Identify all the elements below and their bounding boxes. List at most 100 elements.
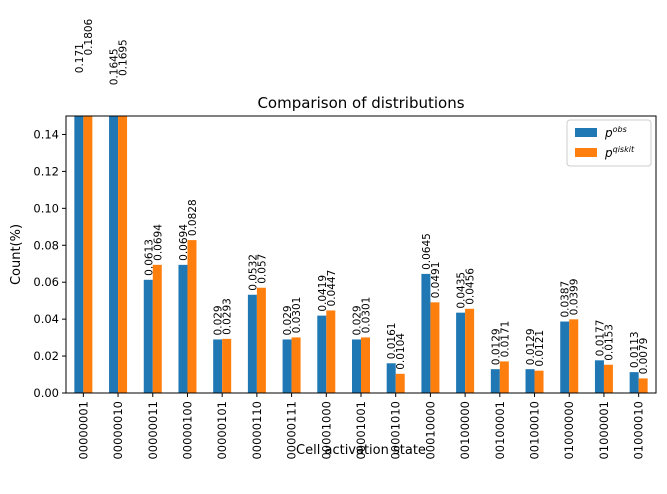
x-tick-label: 01000000 [562, 401, 576, 460]
bar-value-label: 0.1645 [109, 48, 121, 85]
bar-value-label: 0.0645 [421, 233, 433, 270]
bar-qiskit [534, 370, 544, 393]
bar-value-label: 0.0435 [456, 272, 468, 309]
bar-obs [456, 312, 466, 393]
x-tick-label: 00100010 [528, 401, 542, 460]
bar-value-label: 0.0177 [594, 320, 606, 357]
bar-value-label: 0.0456 [465, 268, 477, 305]
bar-qiskit [222, 338, 232, 393]
bar-value-label: 0.0399 [569, 279, 581, 316]
bar-qiskit [395, 373, 405, 393]
bar-qiskit [152, 264, 162, 393]
bar-value-label: 0.0447 [326, 270, 338, 307]
bar-qiskit [291, 337, 301, 393]
bar-obs [247, 294, 257, 393]
bar-qiskit [361, 337, 370, 393]
bar-obs [143, 279, 153, 393]
bar-obs [421, 273, 431, 393]
bar-obs [178, 264, 188, 393]
legend-label: pqiskit [604, 145, 635, 160]
bar-obs [594, 360, 604, 393]
y-tick-label: 0.14 [33, 127, 59, 141]
bar-value-label: 0.0491 [430, 262, 442, 299]
bar-value-label: 0.0694 [178, 224, 190, 261]
bar-value-label: 0.0079 [638, 338, 650, 375]
x-tick-label: 00000100 [180, 401, 194, 460]
y-tick-label: 0.04 [33, 312, 59, 326]
bar-obs [352, 339, 361, 393]
bar-value-label: 0.0104 [395, 333, 407, 370]
bar-value-label: 0.171 [74, 43, 86, 73]
bar-value-label: 0.1806 [83, 18, 95, 55]
x-tick-label: 00000011 [146, 401, 160, 460]
bar-value-label: 0.0301 [361, 297, 373, 334]
chart-title: Comparison of distributions [257, 94, 464, 112]
bar-value-label: 0.029 [213, 305, 225, 335]
x-tick-label: 00000110 [250, 401, 264, 460]
bar-value-label: 0.0613 [143, 239, 155, 276]
legend-swatch [575, 148, 597, 157]
bar-value-label: 0.0129 [490, 328, 502, 365]
x-tick-label: 00000101 [215, 401, 229, 460]
bar-obs [560, 321, 570, 393]
bar-value-label: 0.0129 [525, 328, 537, 365]
bar-qiskit [256, 287, 266, 393]
bar-value-label: 0.057 [256, 254, 268, 284]
y-axis-label: Count(%) [9, 224, 24, 285]
bar-qiskit [83, 116, 93, 393]
bar-qiskit [465, 308, 475, 393]
bar-value-label: 0.0419 [317, 275, 329, 312]
bar-obs [490, 369, 500, 393]
x-tick-label: 00001000 [319, 401, 333, 460]
bar-value-label: 0.0293 [222, 298, 234, 335]
bar-qiskit [569, 319, 579, 393]
bar-obs [386, 363, 396, 393]
bar-value-label: 0.0161 [386, 323, 398, 360]
y-tick-label: 0.02 [33, 349, 59, 363]
bar-value-label: 0.0694 [152, 224, 164, 261]
x-tick-label: 01000010 [632, 401, 646, 460]
y-tick-label: 0.12 [33, 164, 59, 178]
bar-value-label: 0.1695 [118, 39, 130, 76]
bar-obs [282, 339, 292, 393]
legend: pobs pqiskit [566, 119, 652, 167]
y-tick-label: 0.10 [33, 201, 59, 215]
bar-value-label: 0.0828 [187, 199, 199, 236]
bar-obs [109, 116, 119, 393]
legend-swatch [575, 128, 597, 137]
bar-obs [317, 315, 327, 393]
bar-qiskit [430, 302, 440, 393]
y-tick-label: 0.08 [33, 238, 59, 252]
bar-value-label: 0.0171 [499, 321, 511, 358]
bar-obs [525, 369, 535, 393]
bar-value-label: 0.0301 [291, 297, 303, 334]
bar-qiskit [187, 240, 197, 393]
bar-obs [74, 116, 84, 393]
x-tick-label: 00001010 [389, 401, 403, 460]
bar-qiskit [118, 116, 128, 393]
x-tick-label: 00000111 [285, 401, 299, 460]
bar-qiskit [603, 364, 613, 393]
bar-obs [629, 372, 639, 393]
x-tick-label: 00100000 [458, 401, 472, 460]
x-tick-label: 00001001 [354, 401, 368, 460]
x-tick-label: 00100001 [493, 401, 507, 460]
bar-value-label: 0.0113 [629, 331, 641, 368]
y-tick-label: 0.06 [33, 275, 59, 289]
bar-obs [213, 339, 223, 393]
bar-value-label: 0.0121 [534, 330, 546, 367]
bar-value-label: 0.029 [352, 305, 364, 335]
bar-qiskit [638, 378, 648, 393]
bar-value-label: 0.0532 [247, 254, 259, 291]
y-tick-label: 0.00 [33, 386, 59, 400]
x-tick-label: 00000010 [111, 401, 125, 460]
legend-label: pobs [604, 125, 627, 140]
bar-value-label: 0.0387 [560, 281, 572, 318]
x-tick-label: 01000001 [597, 401, 611, 460]
bar-qiskit [499, 361, 509, 393]
bar-value-label: 0.029 [282, 305, 294, 335]
x-tick-label: 00010000 [423, 401, 437, 460]
bar-qiskit [326, 310, 336, 393]
x-axis-label: Cell activation state [296, 443, 426, 458]
